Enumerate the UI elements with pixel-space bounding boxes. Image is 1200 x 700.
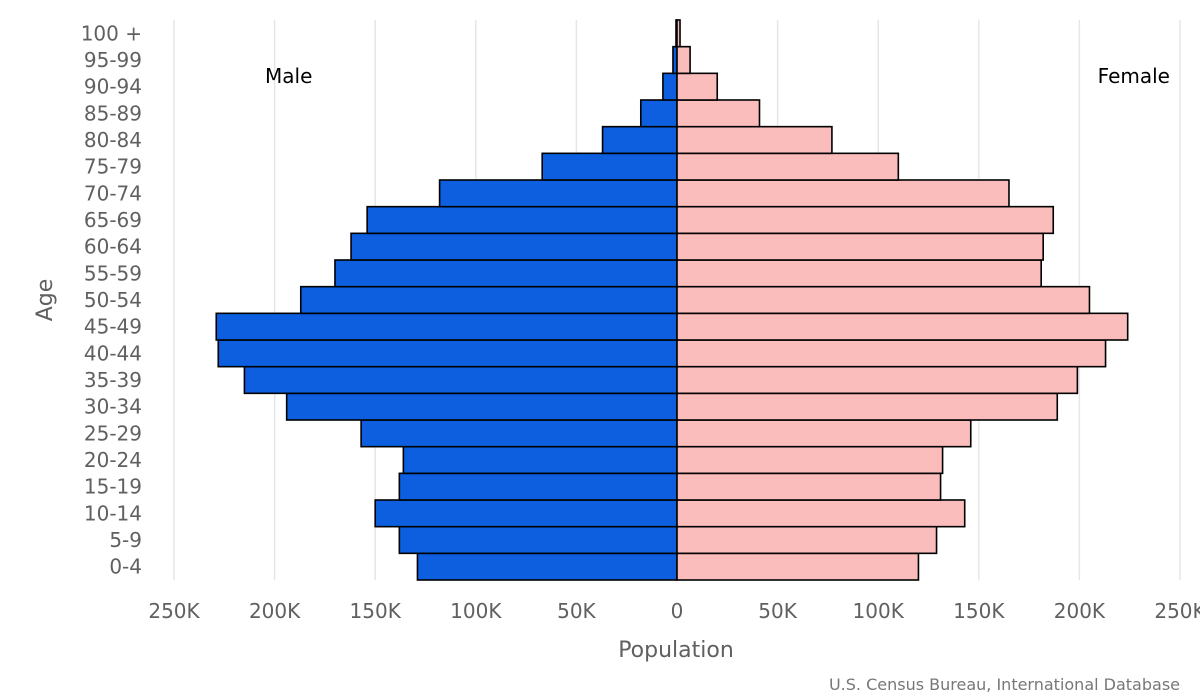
y-tick-label: 70-74 [84,181,142,205]
y-tick-label: 90-94 [84,75,142,99]
female-bar [676,392,1059,421]
y-tick-label: 80-84 [84,128,142,152]
y-tick-label: 40-44 [84,341,142,365]
male-bar [438,179,678,208]
male-bar [662,72,678,101]
x-axis-title: Population [618,638,734,663]
y-tick-label: 10-14 [84,501,142,525]
y-tick-label: 50-54 [84,288,142,312]
female-bar [676,445,944,475]
y-tick-label: 75-79 [84,155,142,179]
female-bar [676,419,972,448]
female-bar [676,312,1129,341]
x-tick-label: 50K [758,599,797,623]
x-tick-label: 0 [671,599,684,623]
x-tick-label: 150K [953,599,1005,623]
x-tick-label: 200K [249,599,301,623]
y-tick-label: 100 + [81,21,142,45]
y-tick-label: 0-4 [109,555,142,579]
y-tick-label: 5-9 [109,528,142,552]
female-bar [676,285,1091,315]
male-bar [639,99,678,128]
male-bar [601,125,678,155]
y-tick-label: 55-59 [84,261,142,285]
y-tick-label: 35-39 [84,368,142,392]
male-bar [285,392,678,421]
y-tick-label: 95-99 [84,48,142,72]
male-bar [350,232,678,261]
y-tick-label: 65-69 [84,208,142,232]
y-tick-label: 85-89 [84,101,142,125]
male-bar [215,312,678,341]
female-bar [676,152,900,181]
male-bar [334,259,678,288]
female-bar [676,45,691,75]
female-bar [676,232,1044,261]
male-bar [541,152,678,181]
male-bar [402,445,678,475]
female-bar [676,525,938,555]
legend-male-label: Male [265,64,312,88]
female-bar [676,72,719,101]
female-bar [676,19,681,48]
legend-female-label: Female [1098,64,1170,88]
male-bar [217,339,678,368]
y-tick-label: 60-64 [84,235,142,259]
female-bar [676,125,833,155]
male-bar [243,365,678,395]
y-tick-label: 30-34 [84,395,142,419]
male-bar [398,472,678,501]
x-tick-labels: 250K 200K 150K 100K 50K 0 50K 100K 150K 200K 250K [148,599,1200,623]
male-bar [299,285,678,315]
female-bar [676,499,966,528]
bar-layer [215,19,1129,581]
x-tick-label: 250K [148,599,200,623]
female-bar [676,179,1010,208]
y-tick-label: 45-49 [84,315,142,339]
x-tick-label: 150K [350,599,402,623]
male-bar [366,205,678,235]
female-bar [676,99,761,128]
y-tick-label: 15-19 [84,475,142,499]
y-axis-title: Age [33,279,58,322]
x-tick-label: 50K [557,599,596,623]
y-tick-label: 20-24 [84,448,142,472]
female-bar [676,552,920,581]
y-tick-label: 25-29 [84,421,142,445]
x-tick-label: 100K [450,599,502,623]
female-bar [676,472,942,501]
x-tick-label: 200K [1054,599,1106,623]
male-bar [416,552,678,581]
male-bar [398,525,678,555]
female-bar [676,339,1107,368]
credit-text: U.S. Census Bureau, International Databa… [829,675,1180,694]
female-bar [676,365,1079,395]
x-tick-label: 100K [853,599,905,623]
x-tick-label: 250K [1154,599,1200,623]
male-bar [374,499,678,528]
female-bar [676,259,1042,288]
female-bar [676,205,1055,235]
male-bar [360,419,678,448]
